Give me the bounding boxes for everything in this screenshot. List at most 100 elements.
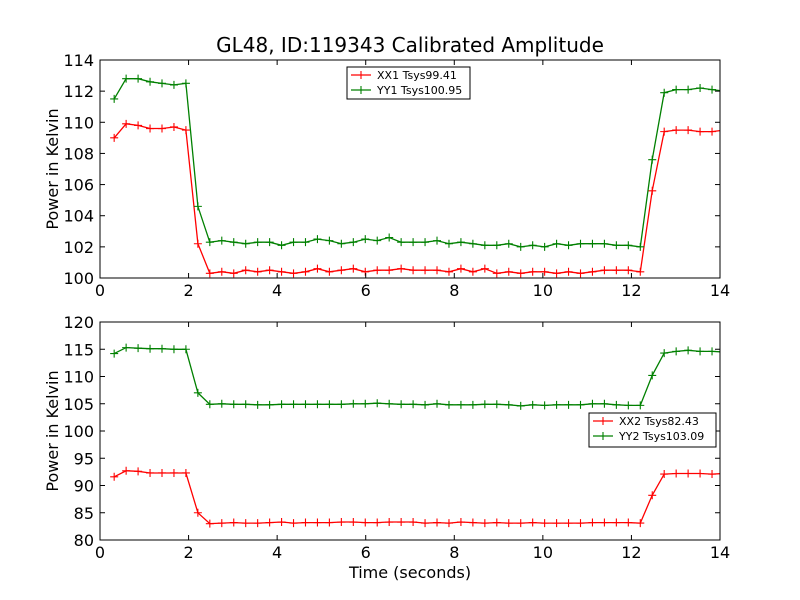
series-1 xyxy=(110,119,720,278)
data-point xyxy=(409,518,418,527)
data-point xyxy=(337,400,346,409)
data-point xyxy=(504,519,513,528)
legend: XX2 Tsys82.43 YY2 Tsys103.09 xyxy=(588,412,717,448)
data-point xyxy=(444,519,453,528)
series-line xyxy=(113,123,720,275)
data-point xyxy=(205,400,214,409)
data-point xyxy=(612,241,621,250)
data-point xyxy=(313,264,322,273)
data-point xyxy=(158,79,166,88)
data-point xyxy=(205,269,214,278)
x-tick-label: 12 xyxy=(621,281,641,300)
data-point xyxy=(612,266,621,275)
data-point xyxy=(265,238,274,247)
data-point xyxy=(576,239,585,248)
data-point xyxy=(528,518,537,527)
data-point xyxy=(433,399,442,408)
data-point xyxy=(217,267,226,276)
data-point xyxy=(205,519,214,528)
data-point xyxy=(122,74,131,83)
data-point xyxy=(564,400,573,409)
data-point xyxy=(588,518,597,527)
y-tick-label: 114 xyxy=(63,51,94,70)
data-point xyxy=(660,127,669,136)
data-point xyxy=(158,124,166,133)
data-point xyxy=(719,90,720,92)
series-1 xyxy=(110,466,720,528)
data-point xyxy=(110,349,119,358)
y-axis-label: Power in Kelvin xyxy=(43,370,62,491)
data-point xyxy=(528,241,537,250)
data-point xyxy=(600,518,609,527)
data-point xyxy=(229,269,238,278)
data-point xyxy=(337,518,346,527)
data-point xyxy=(325,518,334,527)
data-point xyxy=(241,519,250,528)
data-point xyxy=(122,119,131,128)
data-point xyxy=(624,241,633,250)
data-point xyxy=(146,77,155,86)
data-point xyxy=(229,238,238,247)
data-point xyxy=(397,238,406,247)
data-point xyxy=(193,202,202,211)
legend-label: XX2 Tsys82.43 xyxy=(619,415,699,428)
data-point xyxy=(313,235,322,244)
data-point xyxy=(289,238,298,247)
data-point xyxy=(504,400,513,409)
data-point xyxy=(660,349,669,358)
data-point xyxy=(397,518,406,527)
y-tick-label: 106 xyxy=(63,176,94,195)
data-point xyxy=(672,126,681,135)
data-point xyxy=(492,518,501,527)
y-tick-label: 120 xyxy=(63,313,94,332)
y-tick-label: 100 xyxy=(63,422,94,441)
data-point xyxy=(636,401,645,410)
y-tick-label: 100 xyxy=(63,269,94,288)
data-point xyxy=(648,186,657,195)
data-point xyxy=(349,399,358,408)
data-point xyxy=(313,400,322,409)
legend-box xyxy=(346,66,471,100)
data-point xyxy=(444,400,453,409)
x-tick-label: 0 xyxy=(95,281,105,300)
data-point xyxy=(696,347,705,356)
data-point xyxy=(564,267,573,276)
data-point xyxy=(516,242,525,251)
y-tick-label: 105 xyxy=(63,395,94,414)
data-point xyxy=(480,400,489,409)
y-tick-label: 115 xyxy=(63,340,94,359)
series-2 xyxy=(110,343,720,410)
data-point xyxy=(181,468,190,477)
y-tick-label: 90 xyxy=(74,477,94,496)
data-point xyxy=(181,79,190,88)
y-axis-label: Power in Kelvin xyxy=(43,108,62,229)
data-point xyxy=(444,239,453,248)
y-tick-label: 104 xyxy=(63,207,94,226)
data-point xyxy=(672,347,681,356)
data-point xyxy=(564,519,573,528)
data-point xyxy=(146,344,155,353)
data-point xyxy=(708,127,717,136)
data-point xyxy=(576,400,585,409)
data-point xyxy=(528,267,537,276)
y-tick-label: 110 xyxy=(63,368,94,387)
data-point xyxy=(492,400,501,409)
x-axis-label: Time (seconds) xyxy=(348,563,471,582)
plot-frame xyxy=(99,59,721,279)
data-point xyxy=(696,84,705,93)
data-point xyxy=(373,399,382,408)
y-tick-label: 108 xyxy=(63,144,94,163)
data-point xyxy=(193,239,202,248)
data-point xyxy=(540,267,549,276)
x-tick-label: 4 xyxy=(272,543,282,562)
data-point xyxy=(708,85,717,94)
series-line xyxy=(113,470,720,525)
data-point xyxy=(349,518,358,527)
data-point xyxy=(301,400,310,409)
data-point xyxy=(480,241,489,250)
x-tick-label: 14 xyxy=(710,281,730,300)
data-point xyxy=(540,401,549,410)
data-point xyxy=(468,267,477,276)
data-point xyxy=(265,400,274,409)
data-point xyxy=(564,241,573,250)
